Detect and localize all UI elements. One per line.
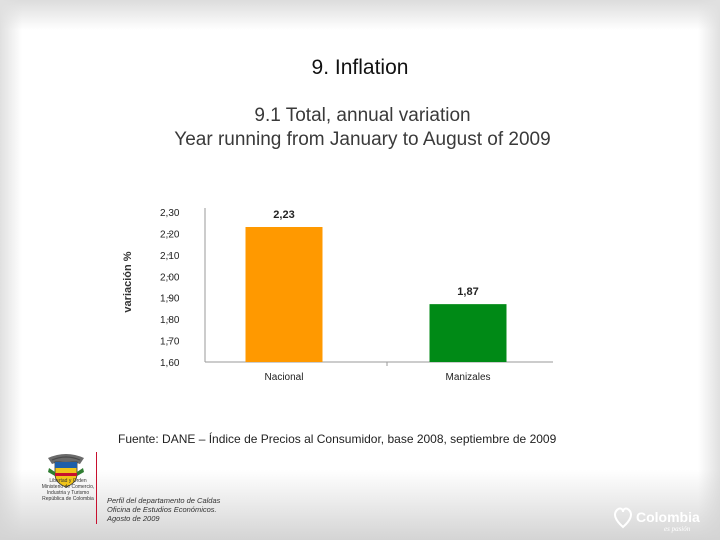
frame-bottom bbox=[0, 470, 720, 540]
footer-note-line2: Oficina de Estudios Económicos. bbox=[107, 505, 217, 514]
logo-tagline: es pasión bbox=[664, 525, 691, 533]
y-tick-label: 2,10 bbox=[160, 251, 180, 262]
x-tick-label: Nacional bbox=[265, 372, 304, 383]
bar-chart: 1,60 1,70 1,80 1,90 2,00 2,10 2,20 2,30 variació… bbox=[120, 190, 580, 395]
footer-note: Perfil del departamento de Caldas Oficin… bbox=[107, 496, 220, 523]
data-label: 2,23 bbox=[273, 209, 294, 221]
frame-left bbox=[0, 0, 22, 540]
y-tick-label: 1,60 bbox=[160, 358, 180, 369]
footer-note-line3: Agosto de 2009 bbox=[107, 514, 160, 523]
ministry-label: Libertad y Orden Ministerio de Comercio,… bbox=[41, 478, 95, 502]
bar bbox=[245, 227, 323, 362]
frame-right bbox=[698, 0, 720, 540]
plot-background bbox=[120, 190, 580, 395]
x-tick-label: Manizales bbox=[445, 372, 490, 383]
footer-note-line1: Perfil del departamento de Caldas bbox=[107, 496, 221, 505]
y-tick-label: 1,70 bbox=[160, 337, 180, 348]
footer-divider bbox=[96, 452, 97, 524]
chart-title-line2: Year running from January to August of 2… bbox=[174, 129, 551, 150]
data-label: 1,87 bbox=[457, 286, 478, 298]
source-note: Fuente: DANE – Índice de Precios al Cons… bbox=[118, 432, 557, 446]
bar bbox=[429, 304, 507, 362]
y-tick-label: 1,80 bbox=[160, 315, 180, 326]
y-tick-label: 2,00 bbox=[160, 272, 180, 283]
y-tick-label: 1,90 bbox=[160, 294, 180, 305]
y-tick-label: 2,20 bbox=[160, 229, 180, 240]
y-axis-label: variación % bbox=[122, 251, 134, 312]
coat-of-arms-icon bbox=[48, 454, 84, 488]
section-title: 9. Inflation bbox=[311, 56, 409, 79]
logo-text: Colombia bbox=[636, 509, 700, 525]
heart-logo-icon: Colombia es pasión bbox=[614, 507, 700, 533]
y-tick-label: 2,30 bbox=[160, 208, 180, 219]
chart-title-line1: 9.1 Total, annual variation bbox=[254, 105, 471, 126]
frame-top bbox=[0, 0, 720, 30]
chart-title: 9.1 Total, annual variation Year running… bbox=[0, 104, 720, 152]
